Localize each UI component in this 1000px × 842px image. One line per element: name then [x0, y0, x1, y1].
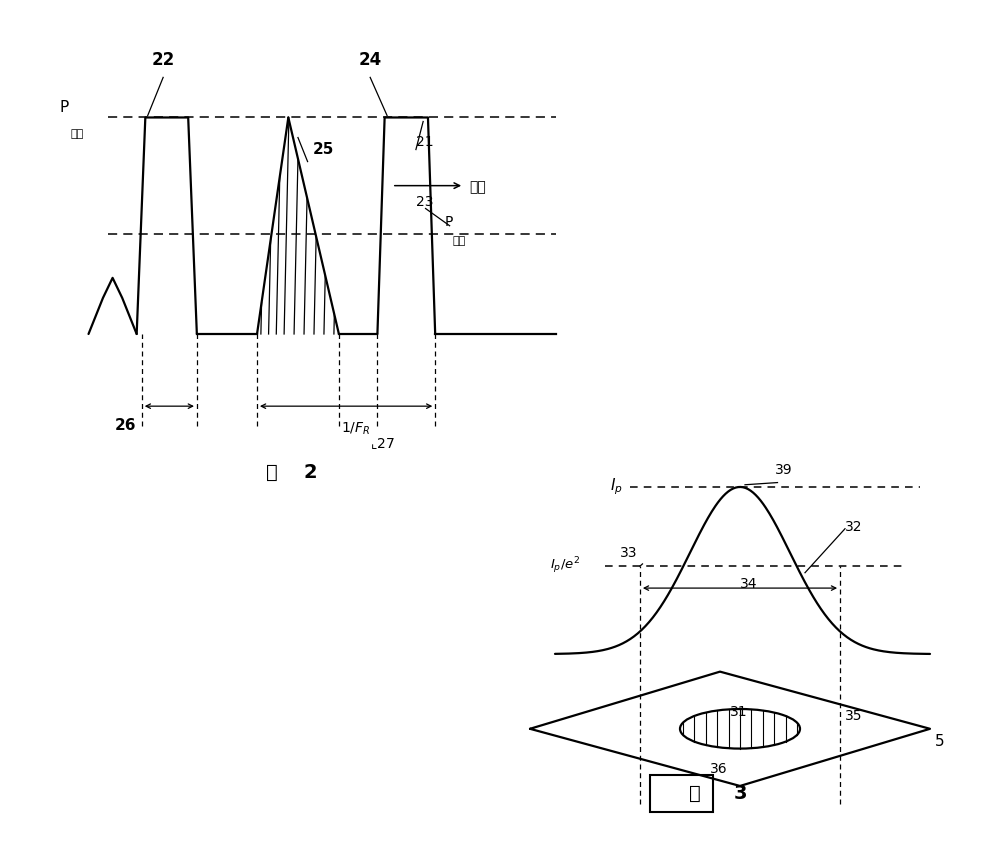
- Text: 31: 31: [730, 705, 748, 718]
- Ellipse shape: [680, 709, 800, 749]
- Text: $\mathsf{\llcorner}$27: $\mathsf{\llcorner}$27: [370, 436, 395, 451]
- Text: 23: 23: [416, 195, 433, 209]
- Text: $I_p/e^2$: $I_p/e^2$: [550, 556, 580, 577]
- Text: P: P: [445, 215, 453, 229]
- Text: 2: 2: [303, 463, 317, 482]
- Text: 3: 3: [733, 784, 747, 803]
- Text: 时间: 时间: [469, 181, 486, 195]
- Text: $I_p$: $I_p$: [610, 477, 623, 498]
- Text: $1 / F_R$: $1 / F_R$: [341, 420, 370, 437]
- Text: 33: 33: [620, 546, 638, 560]
- Text: 39: 39: [775, 463, 793, 477]
- Text: 图: 图: [266, 463, 277, 482]
- Text: 32: 32: [845, 520, 862, 534]
- Text: 34: 34: [740, 577, 758, 591]
- Text: 5: 5: [935, 734, 945, 749]
- Text: 图: 图: [689, 784, 701, 803]
- Text: P: P: [60, 100, 69, 115]
- Text: 36: 36: [710, 762, 728, 775]
- Text: 25: 25: [312, 141, 334, 157]
- Text: 22: 22: [152, 51, 175, 69]
- Text: 峰值: 峰值: [70, 129, 83, 139]
- Text: 24: 24: [359, 51, 382, 69]
- Text: 平均: 平均: [452, 236, 465, 246]
- Text: 21: 21: [416, 135, 434, 148]
- Text: 35: 35: [845, 709, 862, 723]
- Text: 26: 26: [115, 418, 136, 434]
